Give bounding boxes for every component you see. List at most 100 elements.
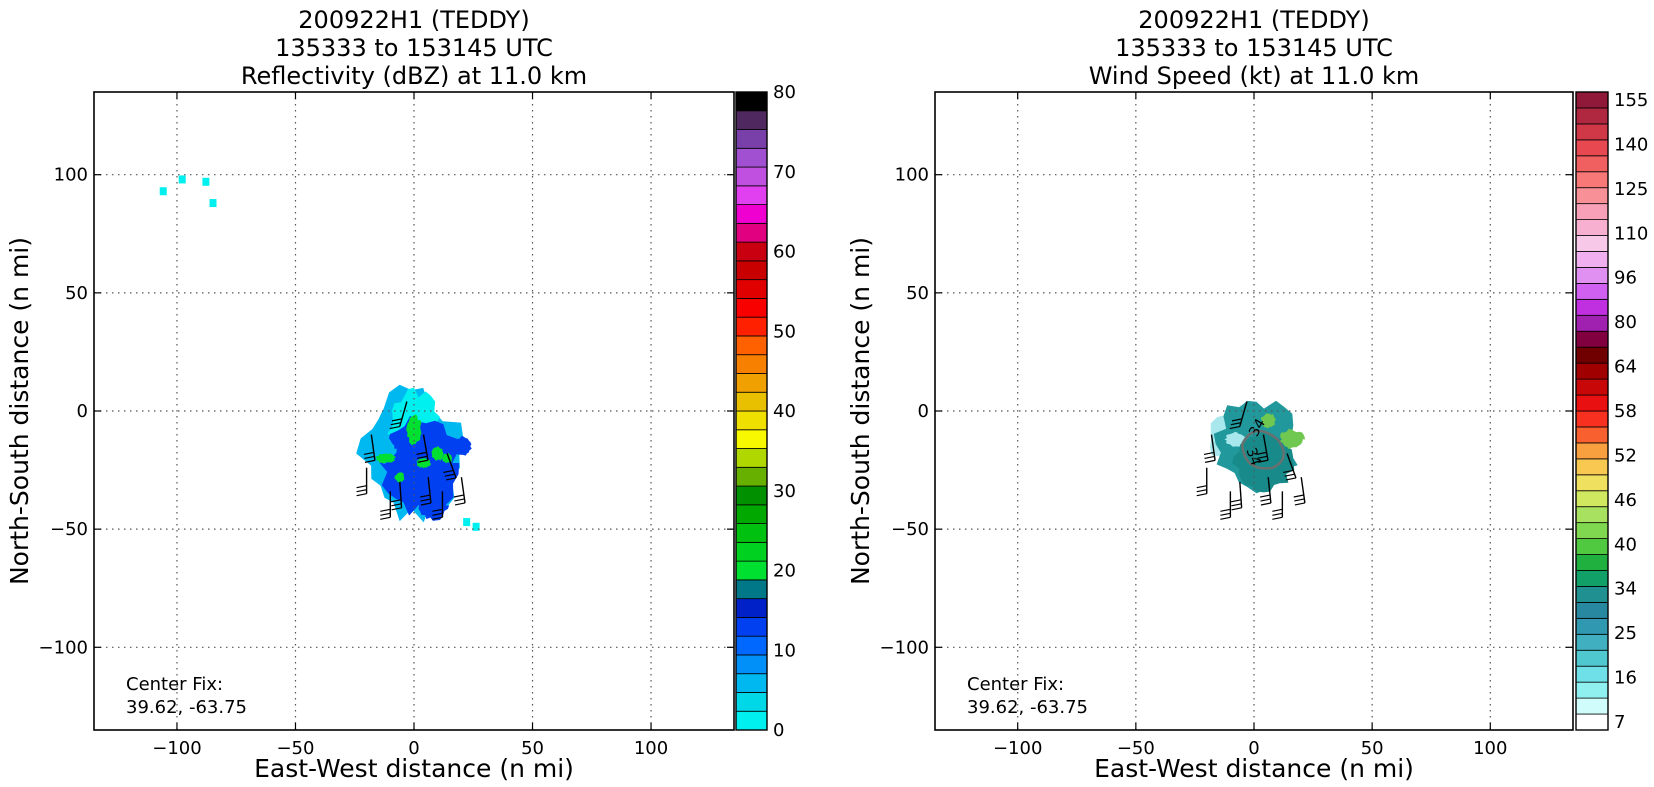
center-fix-line-1: Center Fix:: [126, 674, 223, 695]
colorbar-segment: [1575, 267, 1609, 284]
colorbar-segment: [735, 391, 768, 412]
wind-barb-flag: [1203, 451, 1215, 456]
wind-barb-1: [399, 401, 408, 427]
colorbar-segment: [735, 617, 768, 637]
small-echo-1: [159, 187, 167, 196]
colorbar-segment: [1575, 570, 1609, 587]
chart-title-line-3: Wind Speed (kt) at 11.0 km: [1089, 62, 1420, 90]
colorbar-tick-label: 52: [1614, 445, 1637, 466]
center-fix-line-2: 39.62, -63.75: [967, 697, 1088, 718]
wind-barb-flag: [432, 516, 443, 520]
colorbar-segment: [735, 373, 768, 393]
colorbar-segment: [735, 298, 768, 318]
colorbar-segment: [735, 654, 768, 675]
colorbar-tick-label: 25: [1614, 623, 1637, 644]
wind-barb-flag: [443, 469, 454, 474]
colorbar-segment: [1575, 410, 1609, 428]
colorbar-segment: [1575, 155, 1609, 173]
echo-core-5: [394, 472, 405, 483]
y-tick-label: 100: [54, 165, 88, 186]
wind-barb-flag: [390, 499, 402, 503]
colorbar-segment: [1575, 219, 1609, 236]
colorbar-segment: [735, 335, 768, 356]
small-echo-6: [472, 522, 480, 531]
x-tick-label: 0: [1248, 738, 1259, 759]
y-tick-label: −100: [39, 637, 88, 658]
colorbar-segment: [735, 560, 768, 581]
wind-barb-flag: [1231, 503, 1242, 507]
colorbar-segment: [1575, 617, 1609, 635]
colorbar-segment: [1575, 474, 1609, 492]
wind-barb-flag: [454, 498, 465, 502]
wind-barb-flag: [1204, 459, 1216, 463]
colorbar-segment: [1575, 554, 1609, 571]
wind-barb-flag: [1272, 508, 1283, 512]
colorbar-tick-label: 40: [1614, 534, 1637, 555]
colorbar-segment: [1575, 139, 1609, 157]
wind-barb-flag: [1230, 499, 1242, 503]
colorbar-segment: [1575, 586, 1609, 603]
center-fix-line-2: 39.62, -63.75: [126, 697, 247, 718]
colorbar-tick-label: 125: [1614, 179, 1648, 200]
colorbar-tick-label: 40: [773, 401, 796, 422]
wind-light-west: [1224, 431, 1246, 447]
colorbar-frame: [1575, 91, 1609, 731]
wind-barb-flag: [364, 459, 376, 463]
colorbar-segment: [1575, 187, 1609, 205]
wind-barb-flag: [1220, 516, 1231, 520]
colorbar-segment: [735, 222, 768, 243]
colorbar-segment: [735, 692, 768, 712]
small-echo-2: [178, 175, 186, 184]
y-tick-label: 50: [65, 283, 88, 304]
colorbar-segment: [1575, 91, 1609, 109]
wind-barb-flag: [1196, 493, 1207, 497]
y-axis-label: North-South distance (n mi): [846, 237, 875, 585]
wind-barb-2: [1210, 434, 1216, 461]
wind-barb-flag: [390, 422, 401, 426]
colorbar-segment: [1575, 633, 1609, 651]
wind-barb-flag: [380, 508, 391, 512]
x-tick-label: −50: [276, 738, 314, 759]
colorbar-tick-label: 58: [1614, 401, 1637, 422]
wind-barb-4: [399, 481, 403, 508]
wind-barb-flag: [380, 512, 391, 516]
colorbar-segment: [735, 110, 768, 130]
colorbar-tick-label: 50: [773, 321, 796, 342]
colorbar-segment: [1575, 123, 1609, 141]
small-echo-4: [209, 199, 217, 208]
chart-title-line-2: 135333 to 153145 UTC: [1115, 34, 1393, 62]
colorbar-segment: [1575, 346, 1609, 364]
wind-barb-flag: [1294, 502, 1305, 506]
wind-barb-flag: [356, 493, 367, 497]
wind-barb-flag: [363, 451, 374, 456]
reflectivity-panel: 200922H1 (TEDDY)135333 to 153145 UTCRefl…: [5, 6, 796, 783]
wind-strong-north: [1260, 413, 1277, 429]
colorbar-tick-label: 64: [1614, 357, 1637, 378]
colorbar-tick-label: 10: [773, 640, 796, 661]
colorbar-tick-label: 16: [1614, 668, 1637, 689]
colorbar-segment: [1575, 251, 1609, 268]
colorbar-tick-label: 70: [773, 162, 796, 183]
wind-barb-flag: [1257, 455, 1268, 459]
colorbar-segment: [735, 579, 768, 600]
wind-barb-flag: [417, 459, 429, 463]
colorbar-segment: [1575, 442, 1609, 460]
colorbar-segment: [735, 635, 768, 656]
wind-barb-10: [422, 434, 429, 461]
colorbar-segment: [735, 541, 768, 562]
wind-barb-flag: [391, 507, 402, 511]
colorbar-segment: [1575, 538, 1609, 555]
colorbar-tick-label: 96: [1614, 268, 1637, 289]
wind-barb-flag: [391, 503, 402, 507]
colorbar-segment: [1575, 282, 1609, 300]
wind-barb-flag: [1285, 477, 1297, 481]
colorbar-segment: [1575, 522, 1609, 540]
colorbar-segment: [735, 147, 768, 168]
colorbar-tick-label: 110: [1614, 223, 1648, 244]
x-tick-label: 100: [1473, 738, 1507, 759]
colorbar-segment: [1575, 681, 1609, 699]
wind-barb-flag: [1284, 473, 1295, 477]
colorbar-tick-label: 30: [773, 481, 796, 502]
wind-barb-flag: [380, 516, 391, 520]
small-echo-3: [202, 177, 210, 186]
